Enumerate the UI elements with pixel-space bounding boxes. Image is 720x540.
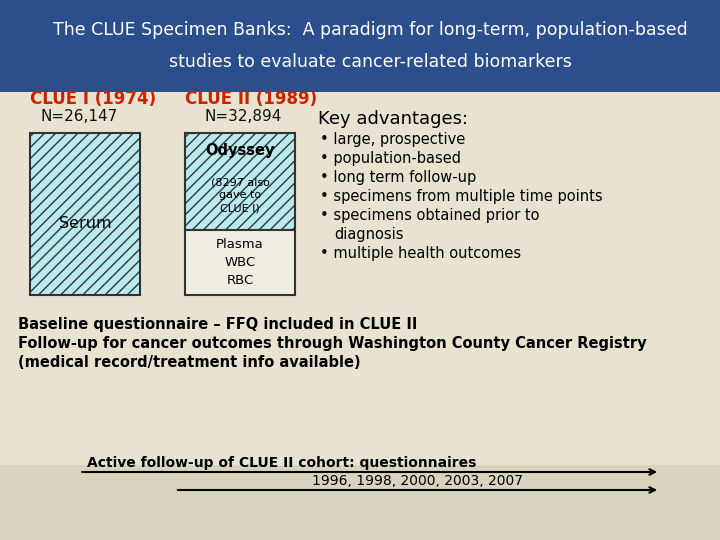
Text: • specimens obtained prior to: • specimens obtained prior to xyxy=(320,208,539,223)
Text: Serum: Serum xyxy=(59,217,112,232)
Text: (medical record/treatment info available): (medical record/treatment info available… xyxy=(18,355,361,370)
Bar xyxy=(30,133,140,295)
Text: • multiple health outcomes: • multiple health outcomes xyxy=(320,246,521,261)
Text: • population-based: • population-based xyxy=(320,151,461,166)
Text: Key advantages:: Key advantages: xyxy=(318,110,468,128)
Text: • long term follow-up: • long term follow-up xyxy=(320,170,476,185)
Text: diagnosis: diagnosis xyxy=(334,227,403,242)
Text: The CLUE Specimen Banks:  A paradigm for long-term, population-based: The CLUE Specimen Banks: A paradigm for … xyxy=(53,21,688,39)
Text: (8297 also
gave to
CLUE I): (8297 also gave to CLUE I) xyxy=(210,177,269,214)
Text: N=26,147: N=26,147 xyxy=(40,109,117,124)
Text: CLUE II (1989): CLUE II (1989) xyxy=(185,90,317,108)
Text: 1996, 1998, 2000, 2003, 2007: 1996, 1998, 2000, 2003, 2007 xyxy=(312,474,523,488)
Text: Follow-up for cancer outcomes through Washington County Cancer Registry: Follow-up for cancer outcomes through Wa… xyxy=(18,336,647,351)
Bar xyxy=(185,230,295,295)
Text: Baseline questionnaire – FFQ included in CLUE II: Baseline questionnaire – FFQ included in… xyxy=(18,317,418,332)
Bar xyxy=(185,133,295,295)
Bar xyxy=(185,133,295,230)
Bar xyxy=(0,0,720,92)
Bar xyxy=(0,465,720,540)
Text: Odyssey: Odyssey xyxy=(205,144,275,159)
Text: Active follow-up of CLUE II cohort: questionnaires: Active follow-up of CLUE II cohort: ques… xyxy=(87,456,477,470)
Text: studies to evaluate cancer-related biomarkers: studies to evaluate cancer-related bioma… xyxy=(168,53,572,71)
Text: • specimens from multiple time points: • specimens from multiple time points xyxy=(320,189,603,204)
Text: • large, prospective: • large, prospective xyxy=(320,132,465,147)
Text: N=32,894: N=32,894 xyxy=(205,109,282,124)
Text: CLUE I (1974): CLUE I (1974) xyxy=(30,90,156,108)
Text: Plasma
WBC
RBC: Plasma WBC RBC xyxy=(216,238,264,287)
